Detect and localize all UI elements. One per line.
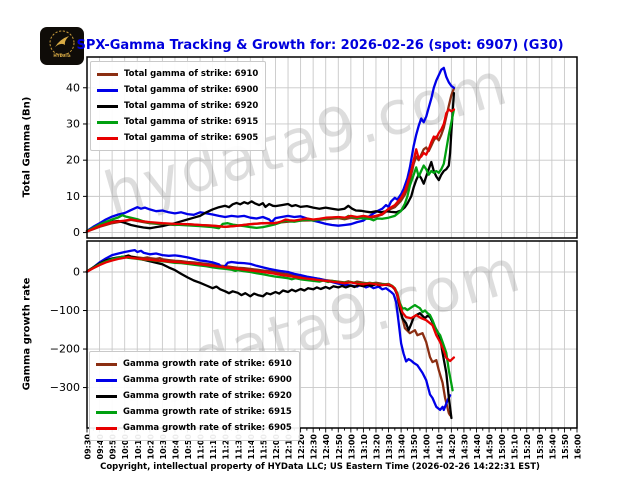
legend-item: Total gamma of strike: 6915 (97, 114, 258, 130)
y-tick-label: 30 (66, 117, 80, 130)
legend-label: Total gamma of strike: 6920 (124, 101, 259, 111)
series-swatch (96, 394, 117, 398)
legend-label: Total gamma of strike: 6910 (124, 69, 259, 79)
hydata-logo-icon: HYDaTa (49, 30, 75, 58)
legend-label: Gamma growth rate of strike: 6905 (123, 423, 292, 433)
x-tick-label: 09:30 (84, 434, 93, 460)
y-tick-label: 0 (73, 266, 80, 279)
x-tick-label: 15:20 (523, 434, 532, 460)
x-tick-label: 09:50 (109, 434, 118, 460)
legend-item: Gamma growth rate of strike: 6905 (96, 420, 292, 436)
x-tick-label: 15:00 (498, 434, 507, 460)
y-tick-label: −200 (50, 343, 80, 356)
x-tick-label: 11:40 (247, 434, 256, 460)
x-tick-label: 10:50 (184, 434, 193, 460)
legend-gamma-growth: Gamma growth rate of strike: 6910 Gamma … (89, 351, 300, 441)
x-tick-label: 12:50 (335, 434, 344, 460)
legend-label: Total gamma of strike: 6905 (124, 133, 259, 143)
x-tick-label: 11:10 (209, 434, 218, 460)
legend-item: Total gamma of strike: 6920 (97, 98, 258, 114)
series-swatch (96, 362, 117, 366)
x-tick-label: 13:00 (347, 434, 356, 460)
legend-label: Gamma growth rate of strike: 6900 (123, 375, 292, 385)
series-line-6910 (85, 254, 452, 417)
series-swatch (96, 410, 117, 414)
x-tick-label: 16:00 (574, 434, 583, 460)
series-swatch (97, 136, 118, 140)
x-tick-label: 12:20 (297, 434, 306, 460)
x-tick-label: 09:40 (96, 434, 105, 460)
series-line-6900 (85, 248, 452, 412)
x-tick-label: 15:50 (561, 434, 570, 460)
x-tick-label: 12:00 (272, 434, 281, 460)
legend-label: Gamma growth rate of strike: 6920 (123, 391, 292, 401)
x-tick-label: 14:40 (473, 434, 482, 460)
series-line-6920 (85, 254, 453, 420)
x-tick-label: 13:20 (372, 434, 381, 460)
series-swatch (97, 88, 118, 92)
legend-item: Gamma growth rate of strike: 6920 (96, 388, 292, 404)
x-tick-label: 13:50 (410, 434, 419, 460)
series-swatch (97, 104, 118, 108)
page-title: SPX-Gamma Tracking & Growth for: 2026-02… (76, 38, 564, 53)
x-tick-label: 13:10 (360, 434, 369, 460)
legend-total-gamma: Total gamma of strike: 6910 Total gamma … (90, 61, 267, 151)
x-tick-label: 15:30 (536, 434, 545, 460)
x-tick-label: 14:30 (460, 434, 469, 460)
x-tick-label: 12:30 (310, 434, 319, 460)
x-tick-label: 14:50 (486, 434, 495, 460)
series-swatch (96, 378, 117, 382)
series-swatch (97, 120, 118, 124)
x-tick-label: 14:00 (423, 434, 432, 460)
legend-item: Gamma growth rate of strike: 6900 (96, 372, 292, 388)
y-tick-label: 20 (66, 154, 80, 167)
x-tick-label: 11:20 (222, 434, 231, 460)
series-line-6905 (85, 108, 456, 233)
legend-label: Total gamma of strike: 6900 (124, 85, 259, 95)
x-tick-label: 14:10 (435, 434, 444, 460)
legend-item: Total gamma of strike: 6900 (97, 82, 258, 98)
legend-label: Total gamma of strike: 6915 (124, 117, 259, 127)
hydata-logo: HYDaTa (40, 27, 84, 65)
x-tick-label: 11:50 (259, 434, 268, 460)
series-swatch (96, 426, 117, 430)
x-tick-label: 10:00 (121, 434, 130, 460)
series-swatch (97, 72, 118, 76)
series-line-6920 (85, 92, 456, 233)
x-tick-label: 10:40 (171, 434, 180, 460)
x-tick-label: 10:10 (134, 434, 143, 460)
y-tick-label: −100 (50, 304, 80, 317)
x-tick-label: 10:30 (159, 434, 168, 460)
x-tick-label: 10:20 (146, 434, 155, 460)
x-tick-label: 12:40 (322, 434, 331, 460)
legend-item: Gamma growth rate of strike: 6915 (96, 404, 292, 420)
x-tick-label: 14:20 (448, 434, 457, 460)
legend-label: Gamma growth rate of strike: 6910 (123, 359, 292, 369)
logo-text: HYDaTa (53, 53, 70, 58)
y-tick-label: 0 (73, 226, 80, 239)
legend-item: Total gamma of strike: 6905 (97, 130, 258, 146)
x-tick-label: 12:10 (285, 434, 294, 460)
series-line-6905 (85, 255, 456, 363)
x-tick-label: 11:30 (234, 434, 243, 460)
copyright-text: Copyright, intellectual property of HYDa… (100, 462, 540, 472)
x-tick-label: 15:10 (511, 434, 520, 460)
legend-item: Total gamma of strike: 6910 (97, 66, 258, 82)
y-tick-label: 10 (66, 190, 80, 203)
y-tick-label: 40 (66, 81, 80, 94)
y-tick-label: −300 (50, 381, 80, 394)
x-tick-label: 13:40 (398, 434, 407, 460)
x-tick-label: 13:30 (385, 434, 394, 460)
legend-label: Gamma growth rate of strike: 6915 (123, 407, 292, 417)
legend-item: Gamma growth rate of strike: 6910 (96, 356, 292, 372)
x-tick-label: 15:40 (548, 434, 557, 460)
x-tick-label: 11:00 (197, 434, 206, 460)
